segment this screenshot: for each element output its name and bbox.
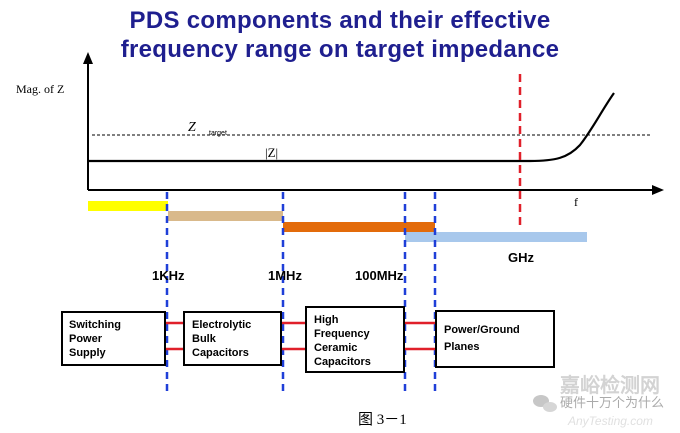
title-line-2: frequency range on target impedance xyxy=(120,36,560,63)
x-axis-label: f xyxy=(574,195,578,209)
x-axis-arrow xyxy=(652,185,664,195)
component-box-electrolytic xyxy=(183,311,282,366)
y-axis-label: Mag. of Z xyxy=(16,82,64,96)
component-label-planes: Power/Ground Planes xyxy=(444,324,520,353)
component-label-switching: Switching Power Supply xyxy=(69,319,121,359)
component-label-line: Capacitors xyxy=(192,347,249,359)
component-label-line: Electrolytic xyxy=(192,319,251,331)
component-label-line: Capacitors xyxy=(314,356,371,368)
impedance-label: |Z| xyxy=(265,145,278,160)
watermark-site-name: 嘉峪检测网 xyxy=(559,373,660,397)
component-box-planes xyxy=(435,310,555,368)
component-box-ceramic xyxy=(305,306,405,373)
component-label-line: Bulk xyxy=(192,333,217,345)
range-bar-planes xyxy=(405,232,587,242)
component-label-line: Ceramic xyxy=(314,342,357,354)
component-label-line: Frequency xyxy=(314,328,371,340)
y-axis-arrow xyxy=(83,52,93,64)
component-label-electrolytic: Electrolytic Bulk Capacitors xyxy=(192,319,251,359)
component-box-switching xyxy=(61,311,166,366)
freq-label-100mhz: 100MHz xyxy=(355,268,404,283)
wechat-icon xyxy=(533,395,557,412)
freq-label-1mhz: 1MHz xyxy=(268,268,302,283)
watermark-site-url: AnyTesting.com xyxy=(567,414,653,428)
freq-label-1khz: 1KHz xyxy=(152,268,185,283)
component-label-line: Switching xyxy=(69,319,121,331)
target-subscript: target xyxy=(209,130,227,137)
component-label-line: Power/Ground xyxy=(444,324,520,336)
title-line-1: PDS components and their effective xyxy=(129,7,551,34)
freq-label-ghz: GHz xyxy=(508,250,535,265)
watermark-account: 硬件十万个为什么 xyxy=(560,395,664,410)
watermark: 嘉峪检测网 硬件十万个为什么 AnyTesting.com xyxy=(533,373,664,428)
range-bar-switching xyxy=(88,201,168,211)
impedance-curve xyxy=(88,92,615,163)
range-bar-ceramic xyxy=(283,222,435,232)
component-label-line: Supply xyxy=(69,347,107,359)
component-label-line: Power xyxy=(69,333,103,345)
component-label-line: High xyxy=(314,314,339,326)
target-label: Z xyxy=(188,120,196,135)
component-label-ceramic: High Frequency Ceramic Capacitors xyxy=(314,314,371,368)
range-bar-electrolytic xyxy=(168,211,283,221)
component-label-line: Planes xyxy=(444,341,479,353)
figure-caption: 图 3－1 xyxy=(358,411,407,428)
